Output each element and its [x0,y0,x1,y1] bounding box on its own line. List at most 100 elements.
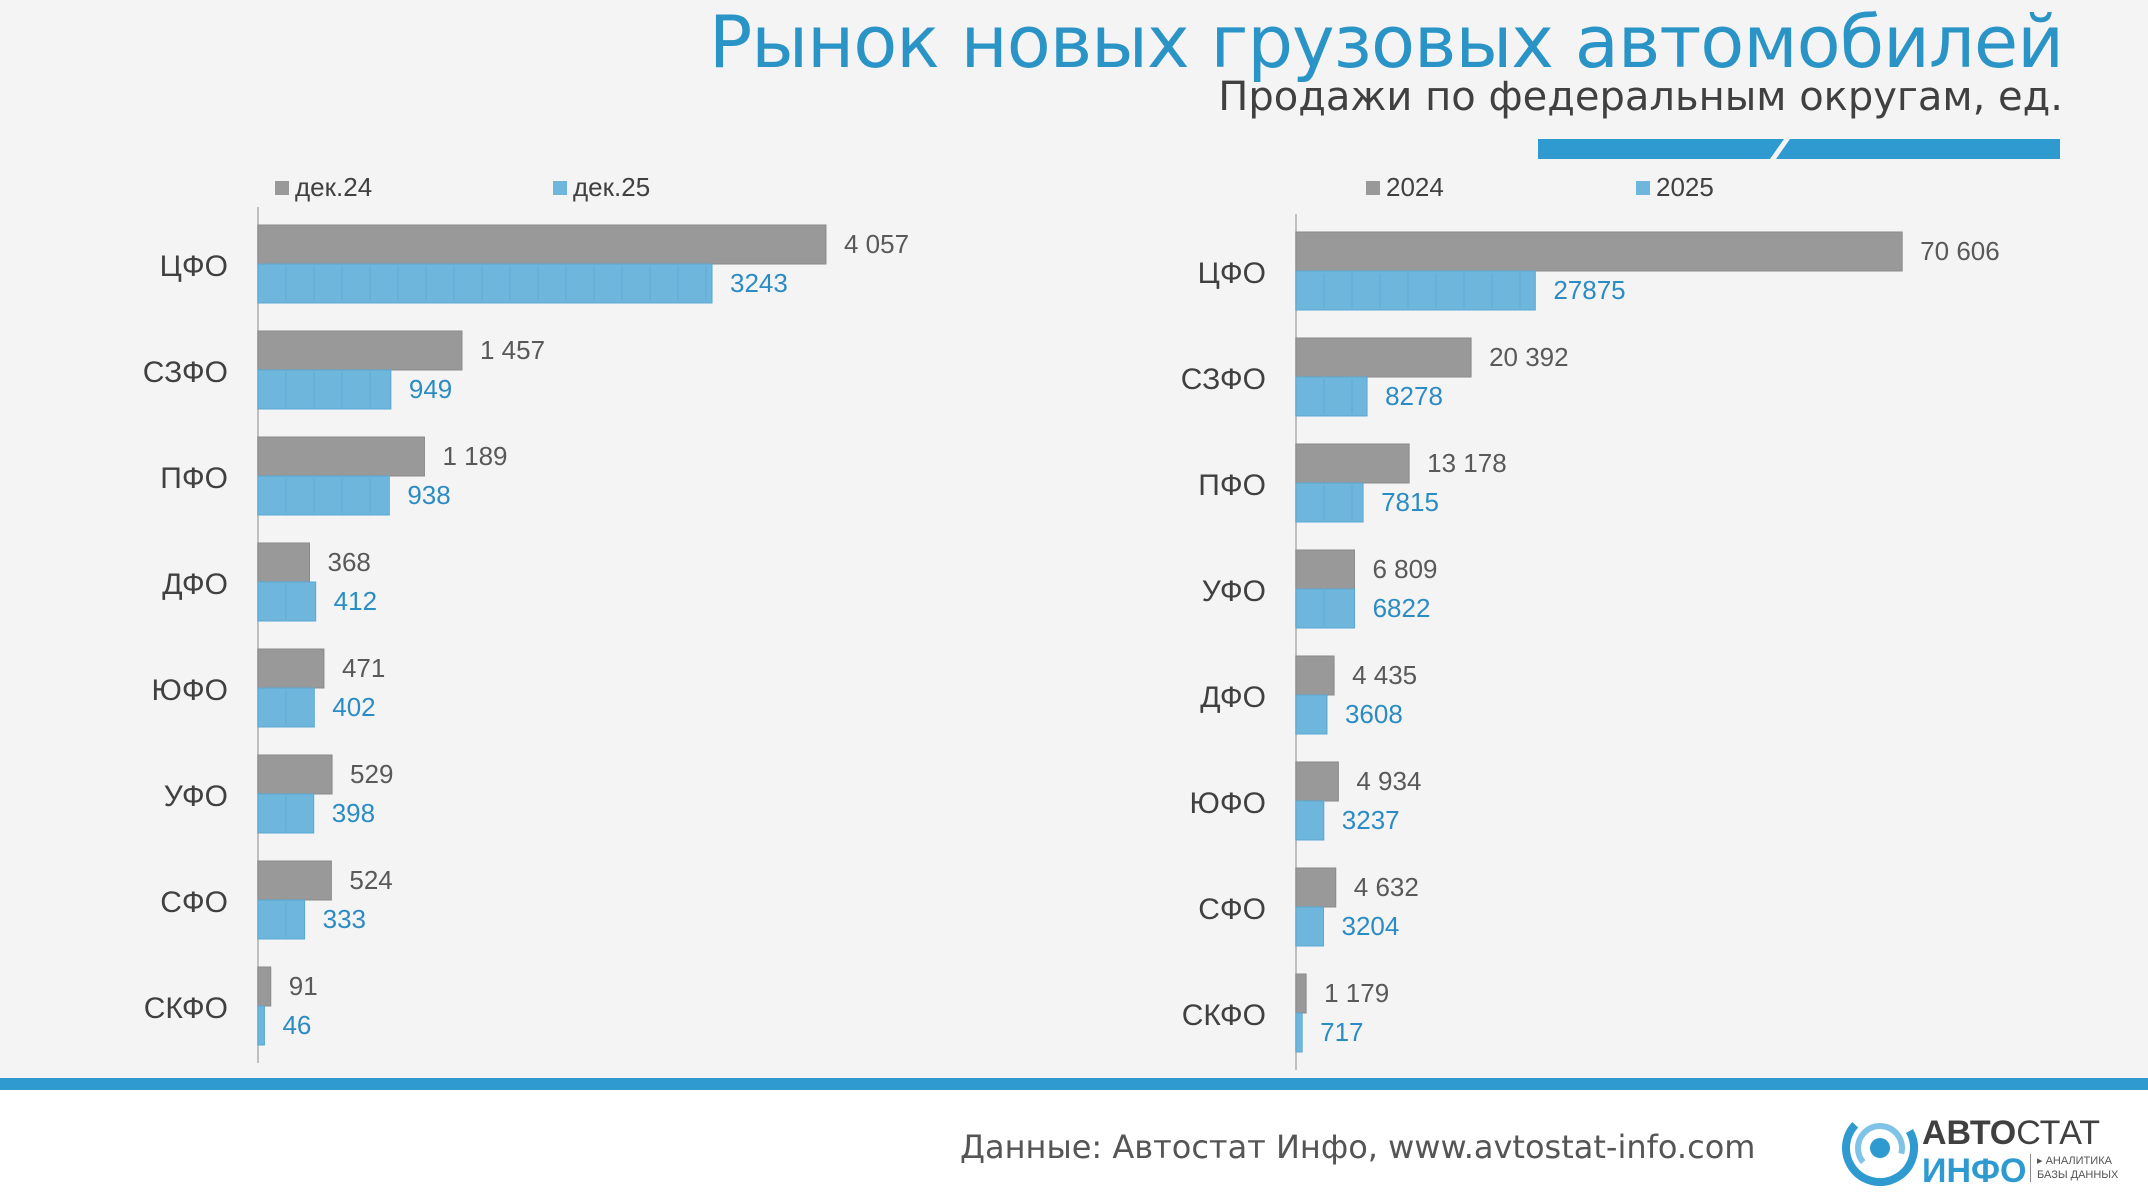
data-label-prev: 1 189 [442,441,507,471]
bar-curr [257,475,390,516]
bar-prev [257,436,425,477]
data-label-prev: 471 [342,653,385,683]
bar-prev [257,542,311,583]
data-label-curr: 3243 [730,268,788,298]
category-label: СФО [1198,893,1266,926]
chart-plot-december: ЦФО 4 057 3243 СЗФО 1 457 949 ПФО 1 189 938 ДФО 36… [143,207,909,1063]
legend-swatch-curr [1636,180,1650,195]
category-label: ЦФО [1198,257,1266,290]
category-label: ЮФО [1190,787,1266,820]
data-label-prev: 1 457 [480,335,545,365]
legend-item-curr: 2025 [1636,172,1714,203]
chart-plot-year: ЦФО 70 606 27875 СЗФО 20 392 8278 ПФО 13 178 781… [1181,214,2000,1070]
legend-label-curr: дек.25 [573,172,651,202]
footer-divider [0,1078,2148,1090]
category-label: СКФО [1182,999,1266,1032]
legend-swatch-curr [553,180,567,195]
footer: Данные: Автостат Инфо, www.avtostat-info… [0,1090,2148,1200]
data-label-prev: 4 435 [1352,660,1417,690]
bar-prev [1295,973,1307,1014]
bar-curr [1295,376,1368,417]
page-title: Рынок новых грузовых автомобилей [708,0,2064,84]
bar-prev [257,860,332,901]
chart-december: дек.24 дек.25 ЦФО 4 057 3243 СЗФО 1 457 949 ПФ… [0,160,1000,1063]
bar-prev [257,648,325,689]
bar-curr [1295,906,1325,947]
bar-prev [1295,761,1339,802]
bar-prev [1295,655,1335,696]
bar-prev [1295,231,1903,272]
category-label: ПФО [1198,469,1266,502]
category-label: УФО [164,780,228,813]
legend-swatch-prev [1366,180,1380,195]
bar-curr [257,1005,265,1046]
bar-prev [1295,867,1337,908]
data-label-curr: 717 [1320,1017,1363,1047]
chart-year: 2024 2025 ЦФО 70 606 27875 СЗФО 20 392 8278 ПФ… [1060,160,2100,1070]
legend-item-prev: 2024 [1366,172,1444,203]
data-label-curr: 949 [409,374,452,404]
bar-curr [257,581,317,622]
logo-tagline-line-1: ▸ АНАЛИТИКА [2037,1155,2112,1167]
category-label: ПФО [160,462,228,495]
data-label-prev: 524 [349,865,392,895]
data-label-prev: 529 [350,759,393,789]
data-label-prev: 4 057 [844,229,909,259]
data-label-prev: 91 [289,971,318,1001]
data-label-curr: 3204 [1342,911,1400,941]
category-label: ДФО [162,568,228,601]
bar-prev [1295,337,1472,378]
category-label: ДФО [1200,681,1266,714]
data-label-prev: 13 178 [1427,448,1507,478]
legend-swatch-prev [275,180,289,195]
data-label-curr: 8278 [1385,381,1443,411]
bar-prev [1295,549,1355,590]
category-label: ЮФО [152,674,228,707]
bar-curr [1295,270,1536,311]
logo-wordmark-bottom: ИНФО [1922,1152,2027,1190]
legend-item-prev: дек.24 [275,172,372,203]
bar-curr [1295,1012,1303,1053]
page-subtitle: Продажи по федеральным округам, ед. [1218,74,2063,120]
data-label-curr: 333 [323,904,366,934]
slide-canvas [0,0,2148,1080]
category-label: УФО [1202,575,1266,608]
bar-curr [257,899,306,940]
data-label-prev: 6 809 [1372,554,1437,584]
data-label-prev: 70 606 [1920,236,2000,266]
bar-curr [257,263,713,304]
bar-prev [257,224,827,265]
bar-curr [1295,800,1325,841]
data-label-prev: 4 934 [1356,766,1421,796]
logo-tagline-line-2: БАЗЫ ДАННЫХ [2037,1169,2119,1181]
category-label: СКФО [144,992,228,1025]
bar-prev [1295,443,1410,484]
bar-curr [1295,694,1328,735]
source-note: Данные: Автостат Инфо, www.avtostat-info… [960,1128,1756,1166]
legend-label-prev: дек.24 [295,172,373,202]
data-label-prev: 1 179 [1324,978,1389,1008]
data-label-curr: 402 [332,692,375,722]
data-label-curr: 3608 [1345,699,1403,729]
bar-prev [257,966,272,1007]
bar-curr [1295,588,1356,629]
category-label: СЗФО [1181,363,1266,396]
data-label-curr: 398 [332,798,375,828]
legend-item-curr: дек.25 [553,172,650,203]
legend-label-curr: 2025 [1656,172,1714,202]
data-label-curr: 3237 [1342,805,1400,835]
legend-label-prev: 2024 [1386,172,1444,202]
logo-swirl-icon [1842,1110,1918,1186]
company-logo: АВТОСТАТ ИНФО ▸ АНАЛИТИКА БАЗЫ ДАННЫХ [1842,1104,2122,1194]
data-label-curr: 938 [407,480,450,510]
logo-wordmark-bold: АВТО [1922,1114,2017,1152]
bar-curr [1295,482,1364,523]
data-label-curr: 27875 [1553,275,1625,305]
logo-wordmark-top: АВТОСТАТ [1922,1114,2100,1153]
data-label-prev: 4 632 [1354,872,1419,902]
data-label-curr: 6822 [1373,593,1431,623]
category-label: ЦФО [160,250,228,283]
logo-tagline: ▸ АНАЛИТИКА БАЗЫ ДАННЫХ [2030,1154,2129,1182]
category-label: СФО [160,886,228,919]
data-label-curr: 46 [282,1010,311,1040]
